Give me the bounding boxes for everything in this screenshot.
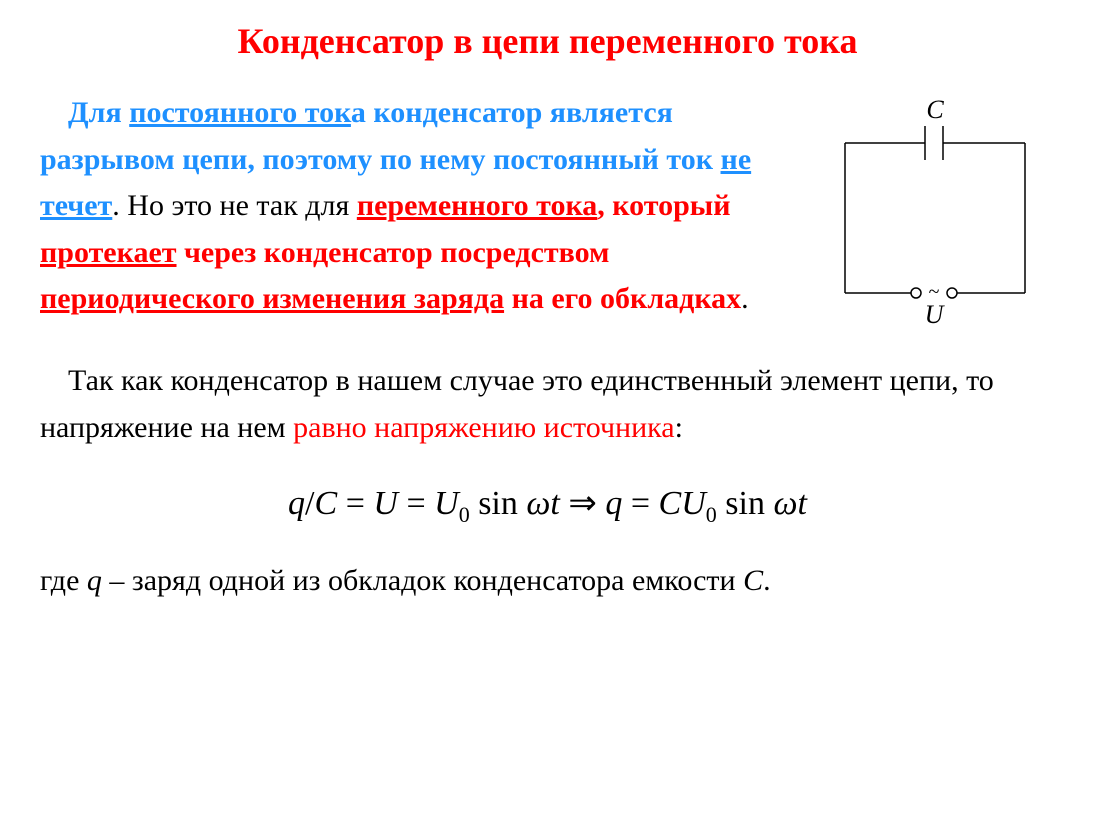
f-sin2: sin (717, 485, 774, 522)
f-t1: t (550, 485, 559, 522)
f-U2: U (434, 485, 459, 522)
paragraph-2: Так как конденсатор в нашем случае это е… (40, 358, 1055, 451)
text-column: Для постоянного тока конденсатор являетс… (40, 90, 805, 323)
p2-s3: : (675, 411, 683, 444)
p3-s1: где (40, 564, 87, 597)
p1-s9: через конденсатор посредством (177, 236, 610, 269)
f-eq3: = (622, 485, 658, 522)
capacitor-label: C (926, 98, 944, 124)
p3-s3: – заряд одной из обкладок конденсатора е… (102, 564, 743, 597)
paragraph-3: где q – заряд одной из обкладок конденса… (40, 558, 1055, 605)
f-sub0a: 0 (459, 502, 470, 527)
f-omega2: ω (773, 485, 797, 522)
f-arrow: ⇒ (560, 485, 606, 522)
content-row: Для постоянного тока конденсатор являетс… (40, 90, 1055, 338)
page-title: Конденсатор в цепи переменного тока (40, 20, 1055, 62)
f-q: q (288, 485, 305, 522)
p1-s2: постоянного ток (129, 96, 351, 129)
f-slash: / (305, 485, 314, 522)
p3-s2: q (87, 564, 102, 597)
paragraph-1: Для постоянного тока конденсатор являетс… (40, 90, 805, 323)
f-C: C (315, 485, 338, 522)
f-eq2: = (398, 485, 434, 522)
p1-s12: . (741, 282, 749, 315)
f-t2: t (797, 485, 806, 522)
p1-s8: протекает (40, 236, 177, 269)
f-sub0b: 0 (706, 502, 717, 527)
formula: q/C = U = U0 sin ωt ⇒ q = CU0 sin ωt (40, 483, 1055, 528)
p1-s5: . Но это не так для (112, 189, 357, 222)
p1-s10: периодического изменения заряда (40, 282, 504, 315)
p3-s5: . (763, 564, 771, 597)
terminal-left (911, 288, 921, 298)
f-sin1: sin (470, 485, 527, 522)
f-eq1: = (337, 485, 373, 522)
f-omega1: ω (526, 485, 550, 522)
p1-s11: на его обкладках (504, 282, 741, 315)
p1-s7: , который (597, 189, 730, 222)
p3-s4: C (743, 564, 763, 597)
p2-s2: равно напряжению источника (293, 411, 674, 444)
f-q2: q (605, 485, 622, 522)
terminal-right (947, 288, 957, 298)
f-U3: U (681, 485, 706, 522)
circuit-diagram: C ~ U (825, 90, 1055, 338)
f-U1: U (373, 485, 398, 522)
p1-s1: Для (68, 96, 129, 129)
circuit-svg: C ~ U (825, 98, 1045, 333)
f-C2: C (659, 485, 682, 522)
voltage-label: U (925, 300, 946, 329)
p1-s6: переменного тока (357, 189, 597, 222)
